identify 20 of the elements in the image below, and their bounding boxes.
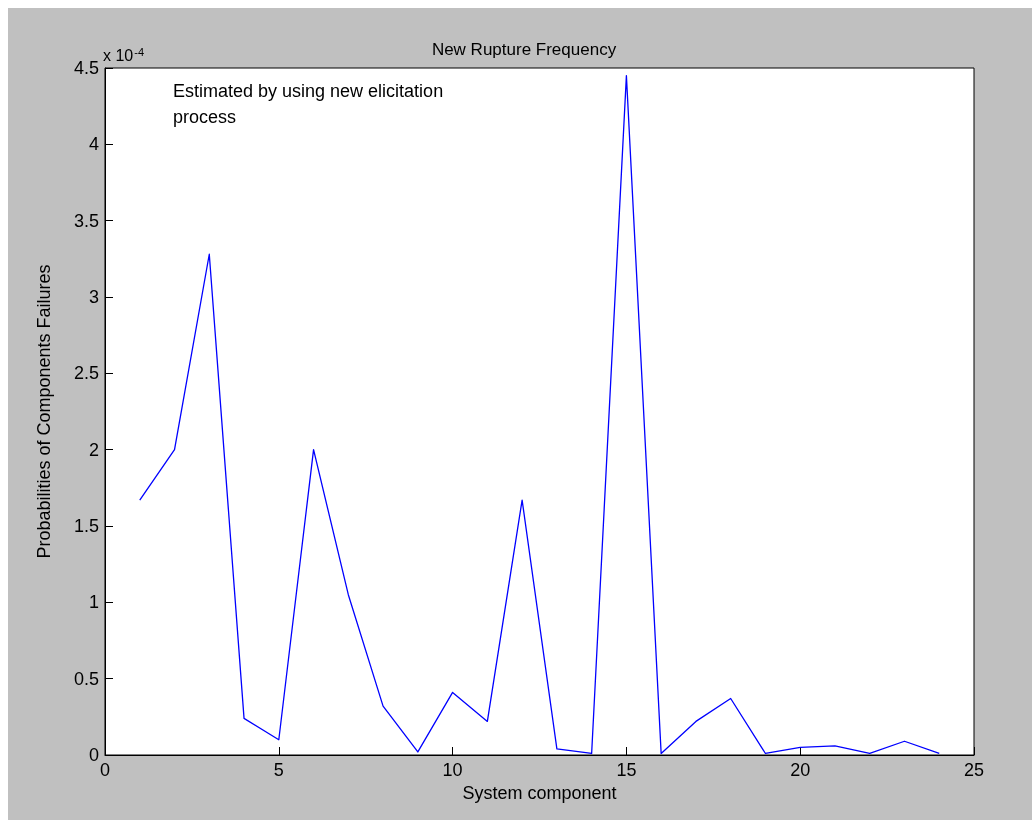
y-tick-label: 4: [88, 134, 99, 155]
y-tick-label: 2: [88, 439, 99, 460]
y-tick-label: 3.5: [73, 210, 99, 231]
chart-title: New Rupture Frequency: [431, 40, 617, 59]
y-tick-label: 3: [88, 287, 99, 307]
x-axis-title: System component: [462, 782, 617, 803]
y-tick-label: 4.5: [73, 58, 99, 78]
y-axis-title: Probabilities of Components Failures: [34, 264, 54, 559]
annotation: Estimated by using new elicitation process: [173, 81, 444, 127]
x-tick-label: 25: [963, 760, 985, 780]
x-tick-label: 10: [442, 760, 463, 780]
y-tick-label: 1.5: [73, 516, 99, 536]
y-tick-label: 1: [88, 592, 99, 613]
x-tick-label: 20: [790, 760, 811, 780]
y-tick-label: 0.5: [73, 668, 99, 689]
line-series: [139, 74, 940, 755]
x-tick-label: 15: [616, 760, 637, 780]
x-tick-label: 5: [273, 760, 284, 780]
y-tick-label: 2.5: [73, 363, 99, 384]
y-tick-label: 0: [88, 745, 99, 765]
